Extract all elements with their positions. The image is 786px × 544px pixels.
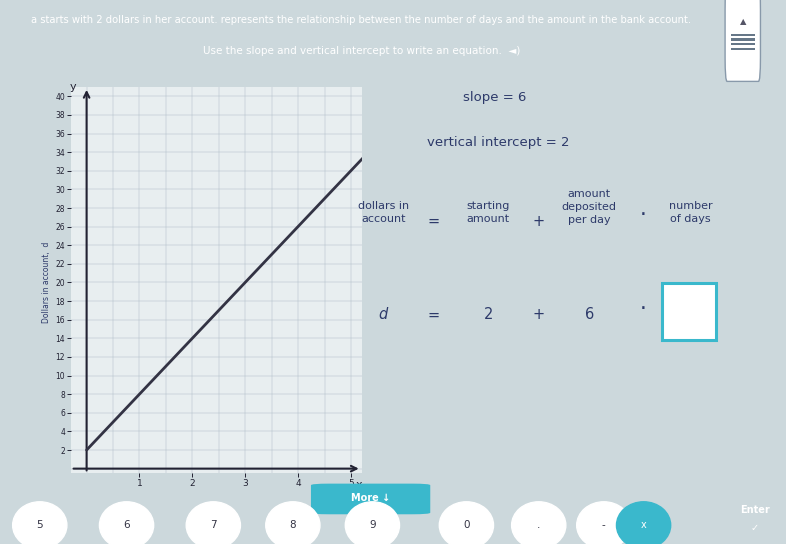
Text: ✓: ✓ xyxy=(751,523,758,533)
Ellipse shape xyxy=(186,502,241,544)
Text: 8: 8 xyxy=(289,520,296,530)
Text: a starts with 2 dollars in her account. represents the relationship between the : a starts with 2 dollars in her account. … xyxy=(31,15,692,25)
FancyBboxPatch shape xyxy=(731,48,755,50)
FancyBboxPatch shape xyxy=(731,43,755,46)
FancyBboxPatch shape xyxy=(311,484,430,514)
Text: ·: · xyxy=(640,299,647,319)
Text: starting
amount: starting amount xyxy=(466,201,510,225)
FancyBboxPatch shape xyxy=(731,38,755,41)
Text: =: = xyxy=(428,213,440,228)
Ellipse shape xyxy=(512,502,566,544)
Ellipse shape xyxy=(616,502,670,544)
FancyBboxPatch shape xyxy=(725,0,761,82)
Text: ▲: ▲ xyxy=(740,17,746,26)
Text: +: + xyxy=(533,213,545,228)
Text: x: x xyxy=(641,520,646,530)
Ellipse shape xyxy=(266,502,320,544)
Ellipse shape xyxy=(99,502,153,544)
Ellipse shape xyxy=(439,502,494,544)
Text: .: . xyxy=(537,520,541,530)
FancyBboxPatch shape xyxy=(662,283,716,340)
Text: d: d xyxy=(379,307,387,323)
Text: Enter: Enter xyxy=(740,505,769,515)
Text: 6: 6 xyxy=(585,307,594,323)
Text: 2: 2 xyxy=(483,307,493,323)
Text: +: + xyxy=(533,307,545,323)
Text: dollars in
account: dollars in account xyxy=(358,201,409,225)
Text: More ↓: More ↓ xyxy=(351,493,390,503)
Text: number
of days: number of days xyxy=(669,201,712,225)
Text: -: - xyxy=(602,520,606,530)
Text: vertical intercept = 2: vertical intercept = 2 xyxy=(427,136,569,149)
Ellipse shape xyxy=(345,502,399,544)
Text: slope = 6: slope = 6 xyxy=(463,91,526,104)
Text: 0: 0 xyxy=(463,520,470,530)
Text: ·: · xyxy=(640,206,647,225)
Text: y: y xyxy=(70,82,77,92)
FancyBboxPatch shape xyxy=(731,34,755,36)
Text: Dollars in account,  d: Dollars in account, d xyxy=(42,242,51,323)
Ellipse shape xyxy=(13,502,67,544)
Text: =: = xyxy=(428,307,440,323)
Text: Use the slope and vertical intercept to write an equation.  ◄): Use the slope and vertical intercept to … xyxy=(203,46,520,56)
Text: 5: 5 xyxy=(36,520,43,530)
Text: 7: 7 xyxy=(210,520,217,530)
Text: 9: 9 xyxy=(369,520,376,530)
Text: x: x xyxy=(355,480,362,490)
Text: 6: 6 xyxy=(123,520,130,530)
Ellipse shape xyxy=(577,502,631,544)
Text: amount
deposited
per day: amount deposited per day xyxy=(562,189,617,225)
